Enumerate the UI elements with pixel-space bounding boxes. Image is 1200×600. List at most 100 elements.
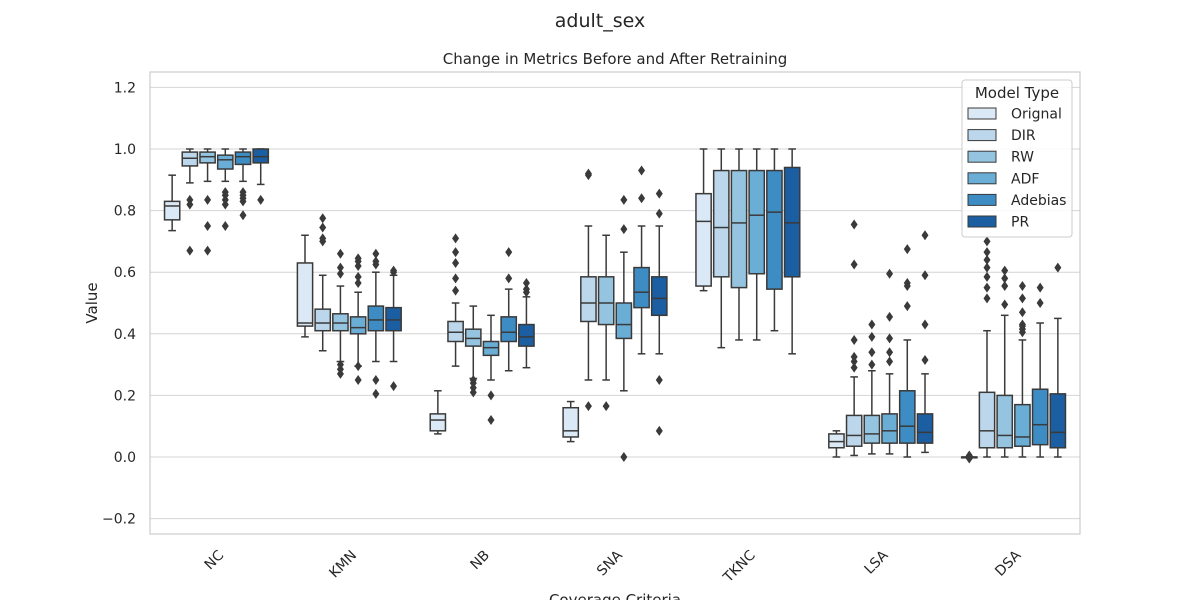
box-LSA-Adebias xyxy=(898,244,916,458)
outlier-point xyxy=(620,224,628,235)
outlier-point xyxy=(850,362,858,373)
box-iqr xyxy=(429,413,447,432)
outlier-point xyxy=(522,284,530,295)
outlier-point xyxy=(983,293,991,304)
legend-swatch xyxy=(967,107,997,120)
outlier-point xyxy=(522,277,530,288)
box-SNA-Adebias xyxy=(633,165,650,355)
box-iqr xyxy=(500,316,518,343)
outlier-point xyxy=(336,248,344,259)
outlier-point xyxy=(886,311,894,322)
y-tick-label: 0.8 xyxy=(114,204,136,220)
box-KMN-Adebias xyxy=(367,248,385,399)
outlier-point xyxy=(1001,265,1009,276)
legend-label: RW xyxy=(1011,150,1034,166)
x-tick-label: DSA xyxy=(992,547,1024,579)
outlier-point xyxy=(336,268,344,279)
outlier-point xyxy=(638,193,646,204)
outlier-point xyxy=(886,347,894,358)
outlier-point xyxy=(319,213,327,224)
outlier-point xyxy=(886,333,894,344)
outlier-point xyxy=(602,401,610,412)
chart-title: Change in Metrics Before and After Retra… xyxy=(443,50,788,68)
outlier-point xyxy=(868,347,876,358)
outlier-point xyxy=(850,259,858,270)
box-iqr xyxy=(349,316,367,335)
outlier-point xyxy=(620,194,628,205)
box-NC-Adebias xyxy=(234,148,252,221)
box-iqr xyxy=(916,413,934,444)
outlier-point xyxy=(1018,281,1026,292)
y-tick-label: 1.0 xyxy=(114,142,136,158)
box-iqr xyxy=(597,276,615,326)
outlier-point xyxy=(1036,298,1044,308)
outlier-point xyxy=(354,271,362,282)
box-iqr xyxy=(863,414,881,444)
x-tick-label: SNA xyxy=(594,547,626,579)
box-TKNC-RW xyxy=(730,148,748,341)
plot-frame xyxy=(149,71,1081,535)
outlier-point xyxy=(452,247,460,258)
box-iqr xyxy=(1049,393,1067,449)
outlier-point xyxy=(886,356,894,367)
box-iqr xyxy=(163,200,181,221)
y-tick-labels: −0.2 0.0 0.2 0.4 0.6 0.8 1.0 1.2 xyxy=(102,80,136,527)
outlier-point xyxy=(1001,273,1009,284)
box-iqr xyxy=(898,390,916,444)
legend-label: ADF xyxy=(1011,171,1039,187)
box-KMN-DIR xyxy=(314,213,332,352)
outlier-point xyxy=(584,401,592,412)
box-LSA-PR xyxy=(916,230,934,454)
outlier-point xyxy=(903,301,911,312)
outlier-point xyxy=(620,452,628,462)
y-tick-label: 0.6 xyxy=(114,265,136,281)
outlier-point xyxy=(638,165,646,176)
outlier-point xyxy=(354,361,362,372)
box-iqr xyxy=(730,169,748,289)
box-SNA-PR xyxy=(650,188,668,436)
box-iqr xyxy=(881,413,898,444)
box-iqr xyxy=(978,391,996,449)
outlier-point xyxy=(372,388,380,399)
box-iqr xyxy=(314,308,332,332)
x-tick-label: LSA xyxy=(861,547,891,577)
outlier-point xyxy=(487,415,495,426)
legend-swatch xyxy=(967,172,997,185)
x-axis-label: Coverage Criteria xyxy=(549,591,681,600)
box-NB-PR xyxy=(518,277,535,369)
outlier-point xyxy=(354,277,362,288)
outlier-point xyxy=(921,319,929,330)
outlier-point xyxy=(505,247,513,258)
box-DSA-Orignal xyxy=(960,450,978,464)
box-iqr xyxy=(845,414,863,447)
box-NC-DIR xyxy=(181,148,199,256)
outlier-point xyxy=(983,262,991,273)
outlier-point xyxy=(983,247,991,258)
x-tick-label: NB xyxy=(467,548,493,574)
box-iqr xyxy=(633,266,650,309)
x-tick-label: KMN xyxy=(326,548,360,582)
box-iqr xyxy=(650,276,668,317)
box-SNA-RW xyxy=(597,234,615,412)
box-iqr xyxy=(1031,388,1049,446)
box-TKNC-Adebias xyxy=(766,148,783,332)
box-iqr xyxy=(216,154,234,170)
box-KMN-Orignal xyxy=(296,234,314,338)
outlier-point xyxy=(452,285,460,296)
box-LSA-ADF xyxy=(881,268,898,455)
legend-swatch xyxy=(967,150,997,163)
legend-label: PR xyxy=(1011,215,1029,231)
outlier-point xyxy=(221,221,229,231)
box-iqr xyxy=(367,305,385,332)
y-tick-label: 1.2 xyxy=(114,80,136,96)
box-iqr xyxy=(580,276,597,323)
box-TKNC-ADF xyxy=(748,148,766,341)
box-DSA-DIR xyxy=(978,236,996,458)
outlier-point xyxy=(452,273,460,284)
box-NB-Orignal xyxy=(429,390,447,435)
outlier-point xyxy=(1018,307,1026,318)
box-LSA-RW xyxy=(863,319,881,455)
box-NC-Orignal xyxy=(163,174,181,232)
box-iqr xyxy=(766,169,783,290)
legend-swatch xyxy=(967,129,997,142)
